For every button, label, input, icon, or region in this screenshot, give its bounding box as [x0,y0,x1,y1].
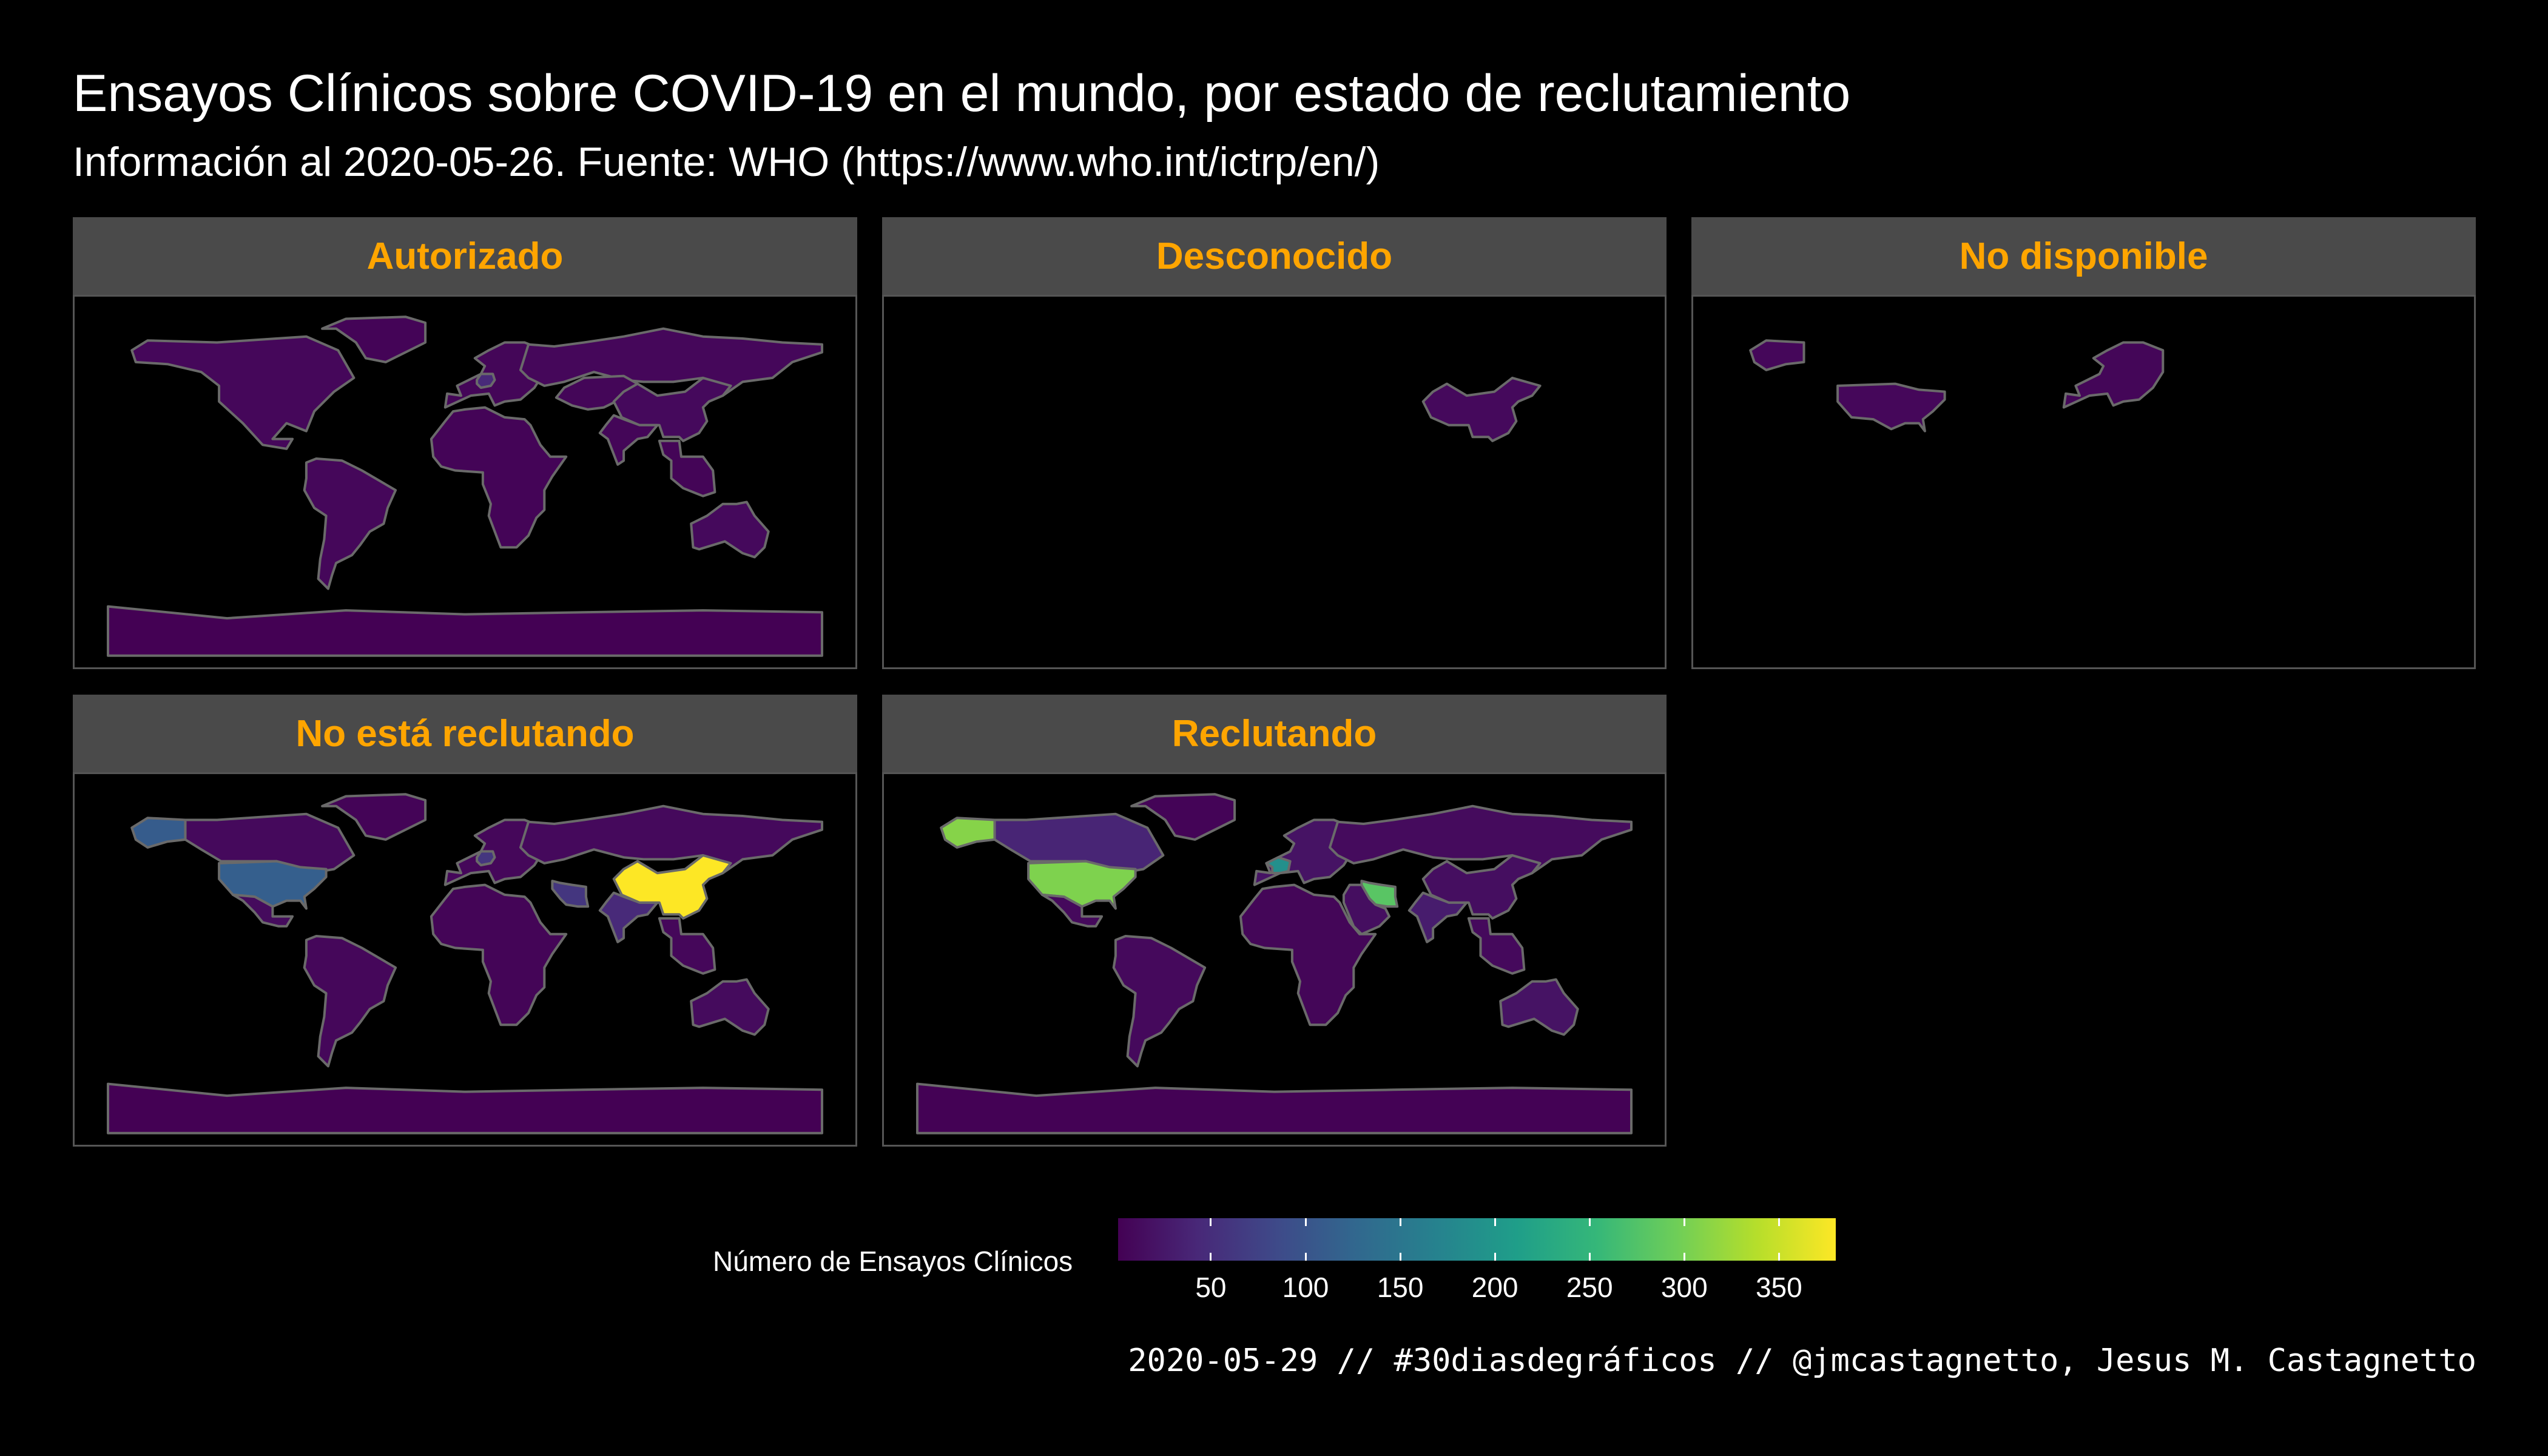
country-africa [430,883,568,1026]
map-plot-area [882,772,1667,1147]
chart-caption: 2020-05-29 // #30diasdegráficos // @jmca… [1128,1343,2476,1379]
legend-title: Número de Ensayos Clínicos [713,1245,1073,1277]
country-china [1421,854,1542,920]
world-map [916,793,1633,1134]
country-south-america [303,457,397,590]
facet-panel-autorizado: Autorizado [73,217,857,669]
country-south-america [303,935,397,1068]
legend-tick-label: 250 [1566,1272,1613,1303]
country-mexico [232,893,294,928]
world-map [107,315,823,657]
country-china [1421,376,1542,442]
facet-panel-desconocido: Desconocido [882,217,1667,669]
legend-tick-label: 50 [1195,1272,1227,1303]
country-russia [519,327,823,397]
country-greenland [321,315,427,363]
country-united-states [1027,860,1137,910]
map-plot-area [73,295,857,669]
country-russia [1329,804,1633,875]
country-alaska [940,817,996,849]
country-canada [184,812,356,877]
world-map [1749,339,2165,433]
world-map [1421,376,1542,442]
facet-strip-label: Desconocido [882,217,1667,295]
country-germany [476,372,496,389]
facet-strip-label: No disponible [1691,217,2476,295]
world-map [107,793,823,1134]
country-germany [476,850,496,867]
map-plot-area [882,295,1667,669]
map-plot-area [1691,295,2476,669]
country-middle-east [1342,883,1391,935]
legend-tick-label: 100 [1282,1272,1329,1303]
country-australia [690,500,770,559]
country-southeast-asia [1467,917,1526,975]
facet-strip-label: Autorizado [73,217,857,295]
country-south-america [1112,935,1207,1068]
facet-panel-reclutando: Reclutando [882,695,1667,1147]
map-plot-area [73,772,857,1147]
country-australia [1499,978,1579,1036]
country-canada [993,812,1165,877]
country-southeast-asia [658,917,716,975]
country-africa [1239,883,1377,1026]
legend-tick-label: 350 [1755,1272,1802,1303]
country-united-states [1836,382,1946,433]
country-southeast-asia [658,439,716,497]
country-mexico [1041,893,1104,928]
legend-tick-label: 200 [1471,1272,1518,1303]
legend-tick-label: 300 [1660,1272,1708,1303]
chart-title: Ensayos Clínicos sobre COVID-19 en el mu… [73,64,1851,123]
facet-strip-label: No está reclutando [73,695,857,772]
country-greenland [321,793,427,841]
facet-panel-no-disponible: No disponible [1691,217,2476,669]
country-iran [551,880,590,908]
legend-colorbar [1118,1218,1836,1261]
country-china [612,854,732,920]
legend-tick-label: 150 [1377,1272,1424,1303]
country-europe [443,341,546,409]
country-australia [690,978,770,1036]
country-africa [430,406,568,549]
country-united-states [218,860,328,910]
country-antarctica [107,1082,823,1134]
country-india [598,414,659,466]
country-north-america [130,335,356,450]
country-alaska [1749,339,1805,371]
country-greenland [1130,793,1236,841]
country-russia [519,804,823,875]
facet-panel-no-esta-reclutando: No está reclutando [73,695,857,1147]
country-india [598,891,659,943]
country-antarctica [916,1082,1633,1134]
country-antarctica [107,605,823,657]
chart-subtitle: Información al 2020-05-26. Fuente: WHO (… [73,139,1380,185]
country-india [1407,891,1468,943]
country-europe [2062,341,2165,409]
country-alaska [130,817,187,849]
facet-strip-label: Reclutando [882,695,1667,772]
country-china [612,376,732,442]
country-france [1265,856,1292,875]
country-europe [443,818,546,886]
